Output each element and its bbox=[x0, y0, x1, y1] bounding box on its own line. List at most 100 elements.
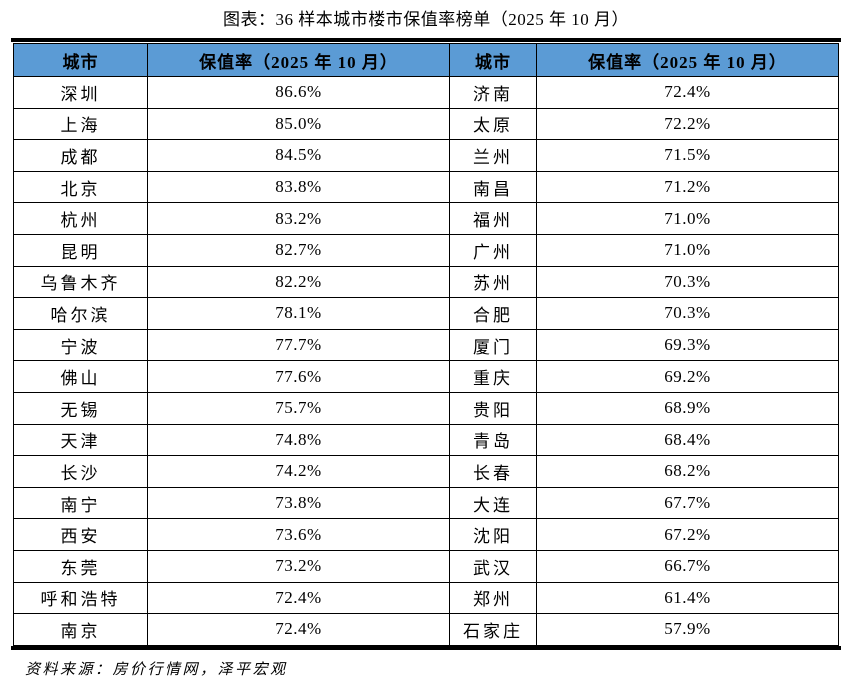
city-cell-right: 沈阳 bbox=[449, 518, 537, 551]
city-cell-left: 乌鲁木齐 bbox=[13, 265, 148, 299]
city-cell-right: 南昌 bbox=[449, 170, 537, 204]
header-rate-right: 保值率（2025 年 10 月） bbox=[536, 43, 839, 77]
city-cell-right: 太原 bbox=[449, 107, 537, 141]
city-cell-right: 济南 bbox=[449, 76, 537, 109]
rate-cell-right: 69.3% bbox=[536, 328, 839, 362]
header-city-left: 城市 bbox=[13, 43, 148, 77]
table-row: 西安 73.6% 沈阳 67.2% bbox=[13, 518, 839, 551]
city-cell-right: 贵阳 bbox=[449, 391, 537, 425]
table-header-row: 城市 保值率（2025 年 10 月） 城市 保值率（2025 年 10 月） bbox=[13, 43, 839, 77]
city-cell-left: 上海 bbox=[13, 107, 148, 141]
table-row: 天津 74.8% 青岛 68.4% bbox=[13, 423, 839, 457]
header-rate-left: 保值率（2025 年 10 月） bbox=[147, 43, 450, 77]
city-cell-left: 呼和浩特 bbox=[13, 581, 148, 615]
city-cell-right: 厦门 bbox=[449, 328, 537, 362]
rate-cell-left: 83.8% bbox=[147, 170, 450, 204]
city-cell-left: 杭州 bbox=[13, 202, 148, 235]
city-cell-right: 武汉 bbox=[449, 549, 537, 583]
rate-cell-right: 57.9% bbox=[536, 613, 839, 646]
rate-cell-left: 74.2% bbox=[147, 455, 450, 488]
rate-cell-left: 84.5% bbox=[147, 139, 450, 172]
table-row: 北京 83.8% 南昌 71.2% bbox=[13, 170, 839, 204]
rate-cell-right: 70.3% bbox=[536, 297, 839, 330]
city-cell-left: 佛山 bbox=[13, 360, 148, 393]
table-row: 宁波 77.7% 厦门 69.3% bbox=[13, 328, 839, 362]
rate-cell-right: 68.4% bbox=[536, 423, 839, 457]
table-row: 哈尔滨 78.1% 合肥 70.3% bbox=[13, 297, 839, 330]
city-cell-left: 成都 bbox=[13, 139, 148, 172]
ranking-table-wrapper: 城市 保值率（2025 年 10 月） 城市 保值率（2025 年 10 月） … bbox=[11, 38, 841, 650]
city-cell-right: 重庆 bbox=[449, 360, 537, 393]
city-cell-left: 南宁 bbox=[13, 486, 148, 520]
rate-cell-right: 67.7% bbox=[536, 486, 839, 520]
city-cell-right: 长春 bbox=[449, 455, 537, 488]
city-cell-right: 福州 bbox=[449, 202, 537, 235]
city-cell-left: 天津 bbox=[13, 423, 148, 457]
rate-cell-right: 70.3% bbox=[536, 265, 839, 299]
city-cell-right: 兰州 bbox=[449, 139, 537, 172]
city-cell-right: 广州 bbox=[449, 233, 537, 267]
city-cell-right: 合肥 bbox=[449, 297, 537, 330]
rate-cell-right: 71.5% bbox=[536, 139, 839, 172]
city-cell-left: 哈尔滨 bbox=[13, 297, 148, 330]
rate-cell-left: 83.2% bbox=[147, 202, 450, 235]
rate-cell-right: 66.7% bbox=[536, 549, 839, 583]
rate-cell-left: 77.6% bbox=[147, 360, 450, 393]
city-cell-left: 深圳 bbox=[13, 76, 148, 109]
city-cell-right: 大连 bbox=[449, 486, 537, 520]
table-row: 成都 84.5% 兰州 71.5% bbox=[13, 139, 839, 172]
rate-cell-left: 82.2% bbox=[147, 265, 450, 299]
rate-cell-right: 71.2% bbox=[536, 170, 839, 204]
city-cell-left: 长沙 bbox=[13, 455, 148, 488]
page-title: 图表：36 样本城市楼市保值率榜单（2025 年 10 月） bbox=[223, 10, 629, 29]
table-row: 佛山 77.6% 重庆 69.2% bbox=[13, 360, 839, 393]
rate-cell-right: 72.2% bbox=[536, 107, 839, 141]
rate-cell-left: 73.8% bbox=[147, 486, 450, 520]
rate-cell-left: 75.7% bbox=[147, 391, 450, 425]
table-row: 昆明 82.7% 广州 71.0% bbox=[13, 233, 839, 267]
rate-cell-right: 72.4% bbox=[536, 76, 839, 109]
city-cell-right: 青岛 bbox=[449, 423, 537, 457]
rate-cell-left: 85.0% bbox=[147, 107, 450, 141]
table-header: 城市 保值率（2025 年 10 月） 城市 保值率（2025 年 10 月） bbox=[13, 43, 839, 77]
rate-cell-right: 71.0% bbox=[536, 202, 839, 235]
source-note: 资料来源：房价行情网，泽平宏观 bbox=[25, 661, 288, 678]
rate-cell-left: 77.7% bbox=[147, 328, 450, 362]
city-cell-right: 石家庄 bbox=[449, 613, 537, 646]
rate-cell-left: 73.2% bbox=[147, 549, 450, 583]
header-city-right: 城市 bbox=[449, 43, 537, 77]
table-row: 乌鲁木齐 82.2% 苏州 70.3% bbox=[13, 265, 839, 299]
rate-cell-left: 86.6% bbox=[147, 76, 450, 109]
table-row: 杭州 83.2% 福州 71.0% bbox=[13, 202, 839, 235]
rate-cell-left: 73.6% bbox=[147, 518, 450, 551]
table-row: 呼和浩特 72.4% 郑州 61.4% bbox=[13, 581, 839, 615]
table-row: 东莞 73.2% 武汉 66.7% bbox=[13, 549, 839, 583]
rate-cell-right: 67.2% bbox=[536, 518, 839, 551]
table-row: 上海 85.0% 太原 72.2% bbox=[13, 107, 839, 141]
table-row: 无锡 75.7% 贵阳 68.9% bbox=[13, 391, 839, 425]
city-cell-right: 苏州 bbox=[449, 265, 537, 299]
table-row: 深圳 86.6% 济南 72.4% bbox=[13, 76, 839, 109]
table-body: 深圳 86.6% 济南 72.4% 上海 85.0% 太原 72.2% 成都 84.5% 兰州 71.… bbox=[13, 76, 839, 646]
city-cell-left: 西安 bbox=[13, 518, 148, 551]
city-cell-left: 无锡 bbox=[13, 391, 148, 425]
table-row: 南宁 73.8% 大连 67.7% bbox=[13, 486, 839, 520]
rate-cell-left: 72.4% bbox=[147, 613, 450, 646]
table-row: 南京 72.4% 石家庄 57.9% bbox=[13, 613, 839, 646]
rate-cell-right: 69.2% bbox=[536, 360, 839, 393]
rate-cell-right: 68.2% bbox=[536, 455, 839, 488]
rate-cell-left: 82.7% bbox=[147, 233, 450, 267]
rate-cell-left: 72.4% bbox=[147, 581, 450, 615]
city-cell-left: 北京 bbox=[13, 170, 148, 204]
city-cell-left: 昆明 bbox=[13, 233, 148, 267]
rate-cell-right: 61.4% bbox=[536, 581, 839, 615]
rate-cell-right: 68.9% bbox=[536, 391, 839, 425]
ranking-table: 城市 保值率（2025 年 10 月） 城市 保值率（2025 年 10 月） … bbox=[13, 43, 839, 646]
rate-cell-left: 74.8% bbox=[147, 423, 450, 457]
rate-cell-left: 78.1% bbox=[147, 297, 450, 330]
rate-cell-right: 71.0% bbox=[536, 233, 839, 267]
city-cell-right: 郑州 bbox=[449, 581, 537, 615]
city-cell-left: 东莞 bbox=[13, 549, 148, 583]
city-cell-left: 南京 bbox=[13, 613, 148, 646]
city-cell-left: 宁波 bbox=[13, 328, 148, 362]
